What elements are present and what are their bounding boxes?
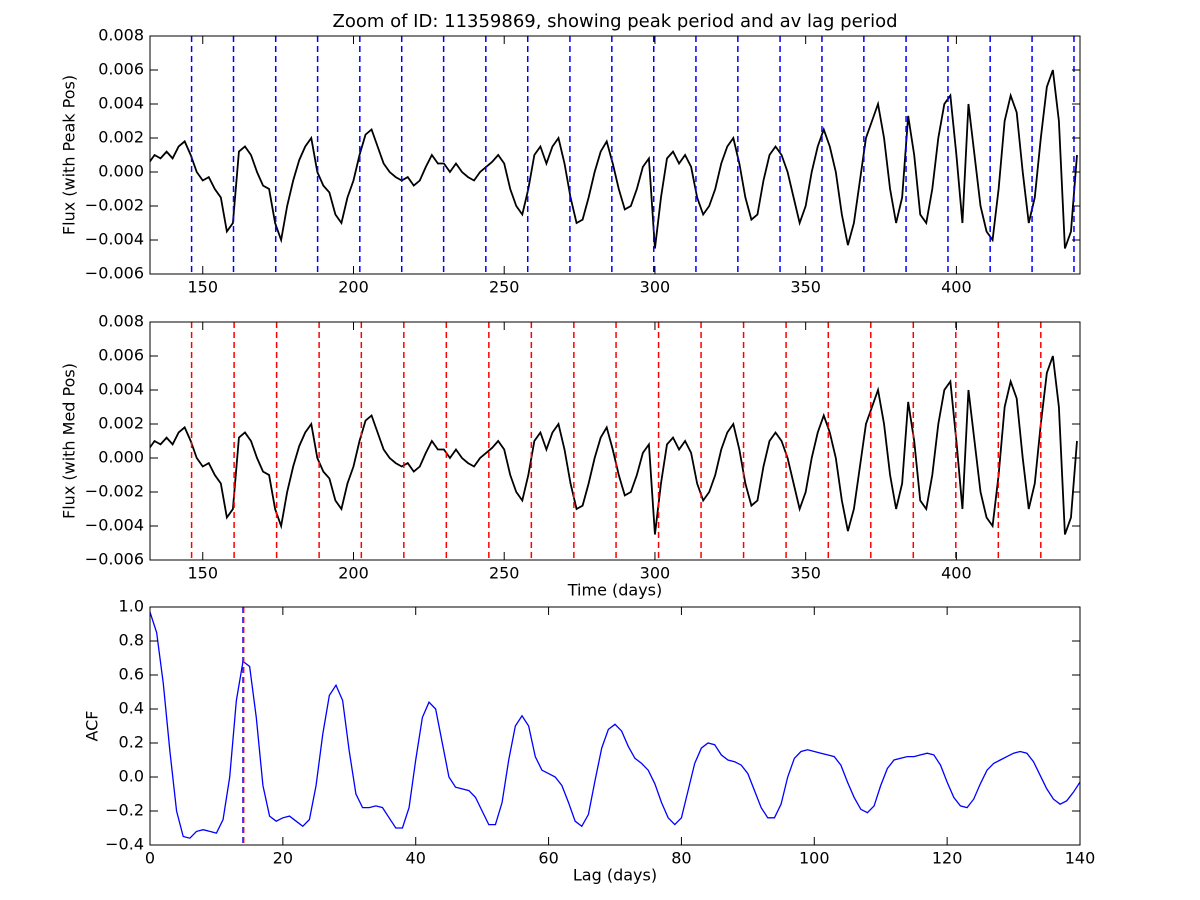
axes-frame	[149, 606, 1081, 846]
y-tick-label: 0.006	[98, 60, 144, 79]
x-axis-label: Lag (days)	[573, 866, 657, 885]
x-tick-label: 400	[941, 564, 972, 583]
x-tick-label: 100	[799, 849, 830, 868]
y-tick-label: −0.004	[85, 516, 144, 535]
x-tick-label: 350	[790, 564, 821, 583]
x-tick-label: 200	[338, 278, 369, 297]
x-tick-label: 150	[187, 278, 218, 297]
axes-frame	[149, 321, 1081, 561]
x-axis-label: Time (days)	[567, 581, 663, 600]
y-tick-label: 0.008	[98, 312, 144, 331]
x-tick-label: 120	[932, 849, 963, 868]
x-tick-label: 400	[941, 278, 972, 297]
x-tick-label: 0	[145, 849, 155, 868]
axes-frame	[149, 35, 1081, 275]
chart-title: Zoom of ID: 11359869, showing peak perio…	[332, 11, 897, 32]
data-line	[150, 69, 1078, 249]
x-tick-label: 150	[187, 564, 218, 583]
y-tick-label: 0.004	[98, 94, 144, 113]
y-tick-label: −0.002	[85, 482, 144, 501]
x-tick-label: 300	[640, 278, 671, 297]
y-tick-label: 0.4	[119, 699, 144, 718]
y-axis-label: ACF	[83, 710, 102, 741]
y-tick-label: 0.0	[119, 767, 144, 786]
x-tick-label: 350	[790, 278, 821, 297]
data-line	[150, 611, 1080, 839]
y-tick-label: −0.2	[105, 801, 144, 820]
y-tick-label: −0.006	[85, 264, 144, 283]
y-tick-label: 0.004	[98, 380, 144, 399]
x-tick-label: 80	[671, 849, 691, 868]
y-tick-label: 0.000	[98, 162, 144, 181]
y-tick-label: 1.0	[119, 597, 144, 616]
x-tick-label: 200	[338, 564, 369, 583]
y-tick-label: 0.8	[119, 631, 144, 650]
y-axis-label: Flux (with Peak Pos)	[60, 75, 79, 235]
x-tick-label: 140	[1065, 849, 1096, 868]
x-tick-label: 250	[489, 564, 520, 583]
y-tick-label: −0.4	[105, 835, 144, 854]
y-tick-label: −0.006	[85, 550, 144, 569]
y-tick-label: 0.000	[98, 448, 144, 467]
x-tick-label: 300	[640, 564, 671, 583]
y-tick-label: 0.6	[119, 665, 144, 684]
y-tick-label: 0.006	[98, 346, 144, 365]
x-tick-label: 40	[406, 849, 426, 868]
y-tick-label: 0.002	[98, 128, 144, 147]
x-tick-label: 60	[538, 849, 558, 868]
y-tick-label: −0.004	[85, 230, 144, 249]
y-tick-label: 0.002	[98, 414, 144, 433]
y-tick-label: 0.2	[119, 733, 144, 752]
y-axis-label: Flux (with Med Pos)	[60, 363, 79, 519]
data-line	[150, 355, 1078, 535]
x-tick-label: 20	[273, 849, 293, 868]
y-tick-label: −0.002	[85, 196, 144, 215]
x-tick-label: 250	[489, 278, 520, 297]
y-tick-label: 0.008	[98, 26, 144, 45]
